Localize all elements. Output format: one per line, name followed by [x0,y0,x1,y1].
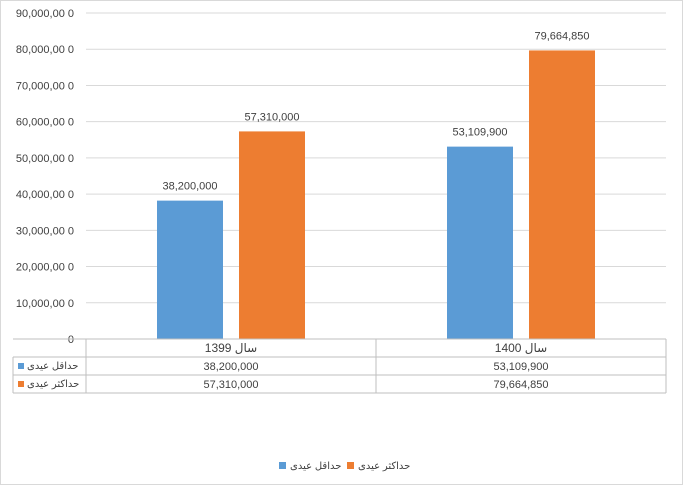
y-tick-label: 80,000,00 0 [16,44,74,56]
y-tick-label: 40,000,00 0 [16,189,74,201]
bar [239,131,305,339]
x-category-label: سال 1399 [205,341,257,355]
data-label: 57,310,000 [244,111,299,123]
table-cell: 79,664,850 [493,379,548,391]
bar [447,146,513,339]
data-label: 79,664,850 [534,30,589,42]
bar [529,50,595,339]
y-tick-label: 60,000,00 0 [16,117,74,129]
data-label: 53,109,900 [452,127,507,139]
table-cell: 57,310,000 [203,379,258,391]
y-tick-label: 0 [68,334,74,346]
table-cell: 38,200,000 [203,361,258,373]
legend-swatch [347,462,354,469]
legend-swatch [279,462,286,469]
bars: 38,200,000 53,109,900 57,310,000 79,664,850 [157,30,595,339]
y-tick-label: 20,000,00 0 [16,262,74,274]
y-tick-label: 30,000,00 0 [16,225,74,237]
legend: حداقل عیدی حداکثر عیدی [279,461,410,472]
table-cell: 53,109,900 [493,361,548,373]
y-axis-ticks: 90,000,00 0 80,000,00 0 70,000,00 0 60,000,… [16,8,74,346]
data-table: سال 1399 سال 1400 حداقل عیدی 38,200,000 53,1… [12,338,667,394]
y-tick-label: 10,000,00 0 [16,298,74,310]
legend-label: حداقل عیدی [290,461,341,472]
table-series-swatch [18,363,24,369]
bar [157,200,223,339]
legend-label: حداکثر عیدی [358,461,410,472]
y-tick-label: 70,000,00 0 [16,80,74,92]
y-tick-label: 50,000,00 0 [16,153,74,165]
y-tick-label: 90,000,00 0 [16,8,74,20]
table-series-name: حداقل عیدی [27,361,78,372]
data-label: 38,200,000 [162,181,217,193]
table-series-swatch [18,381,24,387]
table-series-name: حداکثر عیدی [27,379,79,390]
x-category-label: سال 1400 [495,341,547,355]
